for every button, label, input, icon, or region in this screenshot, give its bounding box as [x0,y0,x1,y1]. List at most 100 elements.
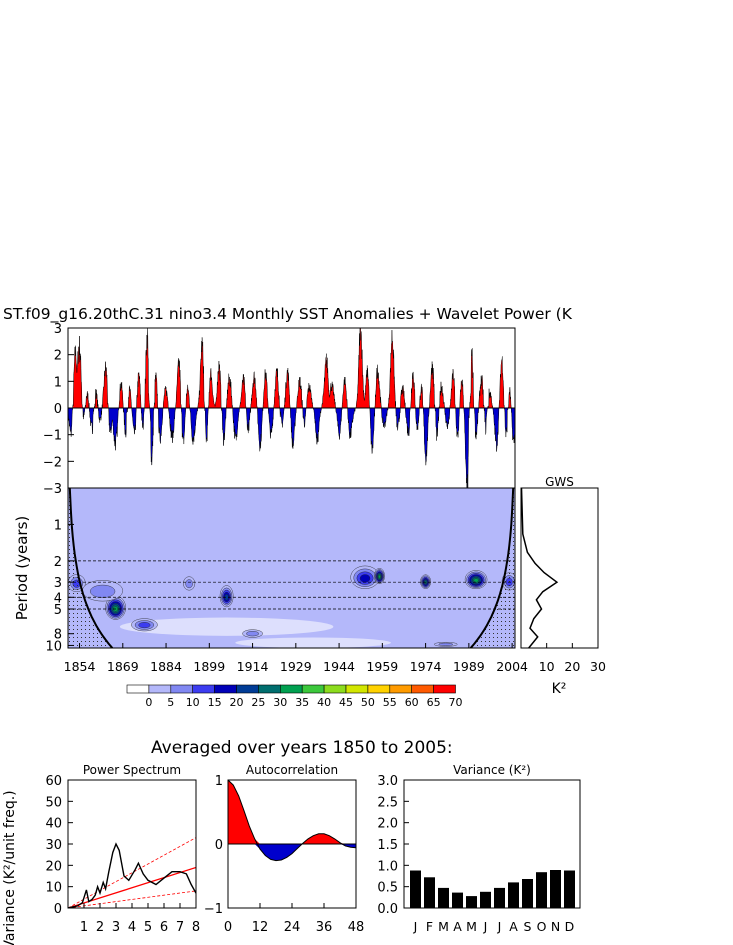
ac-y-tick-label: 1 [215,774,223,789]
variance-bar [480,891,491,908]
variance-title: Variance (K²) [453,763,531,777]
colorbar-swatch [323,684,347,694]
wavelet-x-tick-label: 1899 [193,659,225,674]
variance-bar [550,870,561,908]
ac-line [228,780,356,862]
wavelet-x-tick-label: 1989 [453,659,485,674]
gws-x-axis-label: K² [552,681,567,697]
wavelet-y-axis-label: Period (years) [13,516,31,621]
colorbar-swatch [236,684,259,694]
coi-hatch-right [470,488,515,648]
variance-month-label: N [551,919,560,934]
variance-month-label: M [466,919,477,934]
ac-y-tick-label: −1 [204,902,223,917]
variance-panel: J F M A M J J A S O N D0.00.51.01.52.02.53.0Varianc… [377,763,581,934]
colorbar-label: 35 [295,696,309,709]
wavelet-x-tick-label: 1869 [107,659,139,674]
colorbar-swatch [148,684,172,694]
ps-y-axis-label: Variance (K²/unit freq.) [2,790,18,945]
variance-y-tick-label: 1.0 [377,859,398,874]
colorbar-label: 30 [273,696,287,709]
wavelet-contour [438,642,454,646]
ps-y-tick-label: 30 [45,838,62,853]
ps-frame [67,779,197,909]
colorbar-label: 25 [251,696,265,709]
coi-hatch-left [68,488,113,648]
variance-bar [424,877,435,908]
ac-plot-area [228,780,356,862]
ps-confidence-upper [68,837,196,908]
colorbar-swatch [126,684,150,694]
colorbar-label: 70 [449,696,463,709]
wavelet-y-tick-label: 3 [54,576,62,591]
ac-x-tick-label: 36 [316,920,333,935]
colorbar-swatch [367,684,391,694]
wavelet-x-tick-label: 2004 [496,659,528,674]
wavelet-x-tick-label: 1914 [237,659,269,674]
colorbar-swatch [389,684,412,694]
wavelet-x-tick-label: 1944 [323,659,355,674]
anomaly-y-tick-label: 3 [54,322,62,337]
gws-frame [520,487,599,649]
coi-line-left [68,488,114,648]
variance-month-label: A [453,919,462,934]
ps-y-tick-label: 20 [45,859,62,874]
variance-month-label: O [537,919,547,934]
variance-bar [410,870,421,908]
anomaly-negative-area [68,408,515,488]
ac-positive-area [228,780,356,844]
wavelet-contour [138,622,151,629]
wavelet-x-tick-label: 1854 [64,659,96,674]
wavelet-x-tick-label: 1959 [366,659,398,674]
anomaly-y-tick-label: −2 [43,455,62,470]
colorbar-label: 10 [186,696,200,709]
gws-x-tick-label: 10 [539,659,555,674]
ps-x-tick-label: 4 [128,920,136,935]
ps-x-tick-label: 1 [80,920,88,935]
anomaly-panel: 3 2 1 0 −1 −2 −3 [43,322,516,497]
colorbar-swatch [192,684,215,694]
wavelet-y-tick-label: 8 [54,628,62,643]
gws-x-tick-label: 30 [590,659,606,674]
colorbar-label: 15 [208,696,222,709]
ac-negative-area [228,844,356,861]
ps-x-tick-label: 8 [192,920,200,935]
ac-title: Autocorrelation [246,763,338,777]
wavelet-y-tick-label: 5 [54,603,62,618]
wavelet-contour [90,584,116,598]
ps-x-tick-label: 3 [112,920,120,935]
variance-bar [452,892,463,908]
wavelet-y-tick-label: 1 [54,518,62,533]
colorbar-swatch [258,684,281,694]
anomaly-plot-area [68,328,515,488]
wavelet-contour [378,574,381,579]
colorbar-label: 60 [405,696,419,709]
ac-x-tick-label: 12 [252,920,269,935]
power-spectrum-panel: 0 10 20 30 40 50 60 1 2 3 4 5 6 7 8 Power Spectrum Varia… [2,763,200,945]
ps-y-tick-label: 50 [45,795,62,810]
variance-month-label: J [413,919,418,934]
colorbar-swatch [279,684,303,694]
gws-x-tick-label: 20 [564,659,580,674]
ac-x-tick-label: 0 [224,920,232,935]
colorbar-swatch [345,684,369,694]
colorbar-label: 65 [427,696,441,709]
ps-x-tick-label: 6 [160,920,168,935]
variance-y-tick-label: 2.5 [377,795,398,810]
wavelet-plot-area [68,488,515,648]
variance-y-tick-label: 3.0 [377,774,398,789]
variance-y-tick-label: 2.0 [377,817,398,832]
colorbar: 0 5 10 15 20 25 30 35 40 45 50 55 60 65 70 [126,684,463,709]
ps-red-noise [68,866,196,908]
wavelet-contour [246,631,259,637]
anomaly-y-tick-label: −1 [43,429,62,444]
variance-y-tick-label: 0.0 [377,902,398,917]
ps-plot-area [68,837,196,908]
ps-y-tick-label: 0 [54,902,62,917]
variance-bar [438,887,449,908]
ps-x-tick-label: 2 [96,920,104,935]
colorbar-label: 20 [230,696,244,709]
ps-spectrum-line [68,842,196,908]
colorbar-swatch [214,684,237,694]
